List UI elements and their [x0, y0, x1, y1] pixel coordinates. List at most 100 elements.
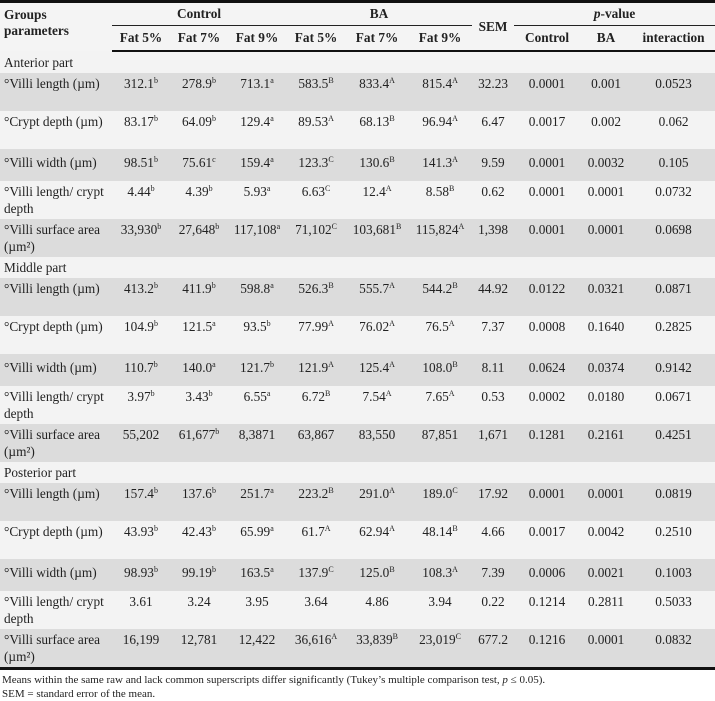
- table-cell: 121.5a: [170, 316, 228, 354]
- cell-value: 0.2510: [655, 524, 692, 539]
- cell-value: 89.53: [298, 114, 329, 129]
- row-label: °Villi width (µm): [0, 559, 112, 591]
- cell-value: 3.24: [187, 594, 211, 609]
- cell-value: 7.39: [481, 565, 505, 580]
- significance-superscript: b: [266, 319, 271, 328]
- cell-value: 42.43: [182, 524, 212, 539]
- cell-value: 12.4: [362, 184, 386, 199]
- table-cell: 65.99a: [228, 521, 287, 559]
- table-cell: 71,102C: [286, 219, 347, 257]
- table-row: °Villi width (µm) 110.7b 140.0a 121.7b 121.9…: [0, 354, 715, 386]
- cell-value: 0.0001: [528, 486, 566, 501]
- significance-superscript: b: [157, 222, 162, 231]
- row-label: °Villi surface area (µm²): [0, 629, 112, 670]
- significance-superscript: B: [392, 632, 398, 641]
- table-cell: 75.61c: [170, 149, 228, 181]
- cell-value: 64.09: [182, 114, 212, 129]
- cell-value: 8.58: [425, 184, 449, 199]
- row-label: °Villi surface area (µm²): [0, 424, 112, 462]
- cell-value: 83.17: [124, 114, 154, 129]
- significance-superscript: C: [328, 565, 334, 574]
- significance-superscript: a: [270, 281, 274, 290]
- cell-value: 4.86: [365, 594, 389, 609]
- table-cell: 0.0001: [514, 149, 581, 181]
- cell-value: 98.51: [124, 155, 154, 170]
- cell-value: 7.37: [481, 319, 505, 334]
- cell-value: 125.0: [359, 565, 390, 580]
- cell-value: 0.0122: [528, 281, 566, 296]
- cell-value: 0.0180: [587, 389, 625, 404]
- table-cell: 0.22: [472, 591, 515, 629]
- cell-value: 98.93: [124, 565, 154, 580]
- table-cell: 3.64: [286, 591, 347, 629]
- table-cell: 76.02A: [346, 316, 409, 354]
- table-cell: 33,930b: [112, 219, 170, 257]
- cell-value: 0.4251: [655, 427, 692, 442]
- significance-superscript: C: [455, 632, 461, 641]
- significance-superscript: b: [153, 76, 158, 85]
- row-label: °Villi length (µm): [0, 278, 112, 316]
- table-cell: 61,677b: [170, 424, 228, 462]
- table-cell: 108.3A: [408, 559, 473, 591]
- table-row: °Villi width (µm) 98.51b 75.61c 159.4a 123.3…: [0, 149, 715, 181]
- significance-superscript: A: [458, 222, 465, 231]
- significance-superscript: a: [270, 486, 274, 495]
- cell-value: 4.66: [481, 524, 505, 539]
- table-cell: 87,851: [408, 424, 473, 462]
- cell-value: 163.5: [240, 565, 271, 580]
- table-cell: 23,019C: [408, 629, 473, 670]
- cell-value: 0.0871: [655, 281, 692, 296]
- cell-value: 0.0042: [587, 524, 625, 539]
- cell-value: 833.4: [359, 76, 390, 91]
- significance-superscript: b: [269, 360, 274, 369]
- cell-value: 137.9: [298, 565, 329, 580]
- table-cell: 0.0819: [632, 483, 715, 521]
- table-cell: 77.99A: [286, 316, 347, 354]
- table-cell: 6.55a: [228, 386, 287, 424]
- significance-superscript: a: [212, 319, 216, 328]
- significance-superscript: B: [389, 155, 395, 164]
- cell-value: 55,202: [122, 427, 160, 442]
- significance-superscript: c: [212, 155, 216, 164]
- table-cell: 0.0732: [632, 181, 715, 219]
- table-cell: 48.14B: [408, 521, 473, 559]
- significance-superscript: A: [389, 524, 395, 533]
- footnote-sem: SEM = standard error of the mean.: [2, 688, 156, 700]
- table-cell: 0.1640: [580, 316, 633, 354]
- cell-value: 121.9: [298, 360, 329, 375]
- cell-value: 0.1640: [587, 319, 625, 334]
- significance-superscript: a: [270, 114, 274, 123]
- table-cell: 61.7A: [286, 521, 347, 559]
- pvalue-italic-p: p: [593, 6, 601, 21]
- cell-value: 6.55: [243, 389, 267, 404]
- row-label: °Villi length/ crypt depth: [0, 591, 112, 629]
- cell-value: 125.4: [359, 360, 390, 375]
- cell-value: 141.3: [422, 155, 453, 170]
- significance-superscript: A: [448, 319, 455, 328]
- cell-value: 32.23: [478, 76, 508, 91]
- table-cell: 0.9142: [632, 354, 715, 386]
- control-group-header: Control: [112, 0, 287, 26]
- table-cell: 0.5033: [632, 591, 715, 629]
- table-cell: 83,550: [346, 424, 409, 462]
- cell-value: 0.0001: [528, 222, 566, 237]
- table-cell: 108.0B: [408, 354, 473, 386]
- cell-value: 0.0001: [587, 632, 625, 647]
- table-cell: 68.13B: [346, 111, 409, 149]
- cell-value: 121.5: [182, 319, 213, 334]
- cell-value: 68.13: [359, 114, 390, 129]
- table-cell: 0.0871: [632, 278, 715, 316]
- table-cell: 4.66: [472, 521, 515, 559]
- cell-value: 104.9: [124, 319, 154, 334]
- table-cell: 3.97b: [112, 386, 170, 424]
- table-cell: 6.47: [472, 111, 515, 149]
- ba-group-header: BA: [286, 0, 473, 26]
- cell-value: 7.65: [425, 389, 449, 404]
- row-label: °Villi width (µm): [0, 149, 112, 181]
- section-title: Posterior part: [0, 462, 715, 483]
- table-cell: 55,202: [112, 424, 170, 462]
- table-cell: 137.9C: [286, 559, 347, 591]
- cell-value: 103,681: [352, 222, 396, 237]
- table-cell: 0.0032: [580, 149, 633, 181]
- row-label: °Villi length/ crypt depth: [0, 181, 112, 219]
